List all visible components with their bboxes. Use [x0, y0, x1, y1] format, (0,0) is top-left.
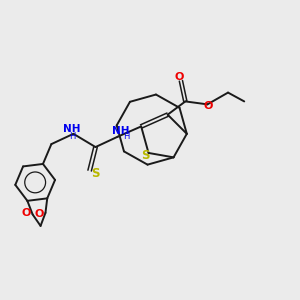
Text: S: S [91, 167, 100, 180]
Text: O: O [21, 208, 31, 218]
Text: O: O [203, 101, 213, 111]
Text: H: H [69, 132, 75, 141]
Text: NH: NH [112, 126, 129, 136]
Text: NH: NH [63, 124, 81, 134]
Text: O: O [175, 72, 184, 82]
Text: O: O [34, 209, 44, 219]
Text: H: H [123, 132, 129, 141]
Text: S: S [141, 149, 150, 162]
